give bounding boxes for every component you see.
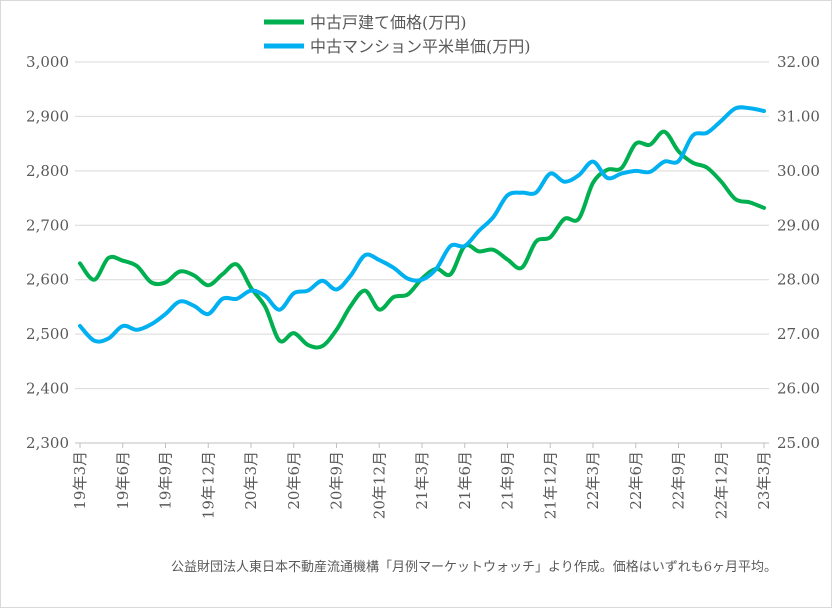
x-tick-label: 21年6月: [456, 451, 474, 510]
y-axis-right-ticks: 25.00 26.00 27.00 28.00 29.00 30.00 31.00 32.00: [777, 53, 820, 452]
x-tick-label: 22年9月: [670, 451, 688, 510]
x-tick-label: 19年3月: [71, 451, 89, 510]
y-right-tick-label: 29.00: [777, 216, 820, 234]
x-tick-label: 20年6月: [285, 451, 303, 510]
x-tick-label: 23年3月: [755, 451, 773, 510]
y-left-tick-label: 2,700: [26, 216, 69, 234]
y-right-tick-label: 26.00: [777, 380, 820, 398]
x-tick-label: 21年12月: [541, 451, 559, 519]
y-right-tick-label: 31.00: [777, 107, 820, 125]
y-right-tick-label: 27.00: [777, 325, 820, 343]
y-left-tick-label: 2,600: [26, 271, 69, 289]
y-left-tick-label: 2,400: [26, 380, 69, 398]
series-lines: [78, 105, 766, 350]
x-tick-label: 19年9月: [157, 451, 175, 510]
x-tick-label: 20年3月: [242, 451, 260, 510]
y-right-tick-label: 28.00: [777, 271, 820, 289]
x-axis-ticks: 19年3月 19年6月 19年9月 19年12月 20年3月 20年6月 20年9月 20年1…: [71, 443, 773, 519]
y-right-tick-label: 30.00: [777, 162, 820, 180]
series-line-used-condo: [78, 105, 766, 344]
legend: 中古戸建て価格(万円) 中古マンション平米単価(万円): [264, 13, 531, 56]
gridlines: [75, 61, 769, 390]
x-tick-label: 22年12月: [712, 451, 730, 519]
y-left-tick-label: 2,500: [26, 325, 69, 343]
y-right-tick-label: 25.00: [777, 434, 820, 452]
x-tick-label: 22年6月: [627, 451, 645, 510]
x-tick-label: 21年9月: [499, 451, 517, 510]
x-tick-label: 22年3月: [584, 451, 602, 510]
y-left-tick-label: 2,900: [26, 107, 69, 125]
x-tick-label: 20年9月: [328, 451, 346, 510]
x-tick-label: 20年12月: [370, 451, 388, 519]
legend-label-used-condo: 中古マンション平米単価(万円): [310, 37, 531, 56]
x-tick-label: 19年6月: [114, 451, 132, 510]
y-left-tick-label: 2,300: [26, 434, 69, 452]
x-tick-label: 19年12月: [199, 451, 217, 519]
y-axis-left-ticks: 2,300 2,400 2,500 2,600 2,700 2,800 2,900 3,000: [26, 53, 69, 452]
y-left-tick-label: 2,800: [26, 162, 69, 180]
y-right-tick-label: 32.00: [777, 53, 820, 71]
x-tick-label: 21年3月: [413, 451, 431, 510]
legend-label-used-house: 中古戸建て価格(万円): [310, 13, 467, 32]
source-note: 公益財団法人東日本不動産流通機構「月例マーケットウォッチ」より作成。価格はいずれ…: [171, 560, 778, 575]
y-left-tick-label: 3,000: [26, 53, 69, 71]
